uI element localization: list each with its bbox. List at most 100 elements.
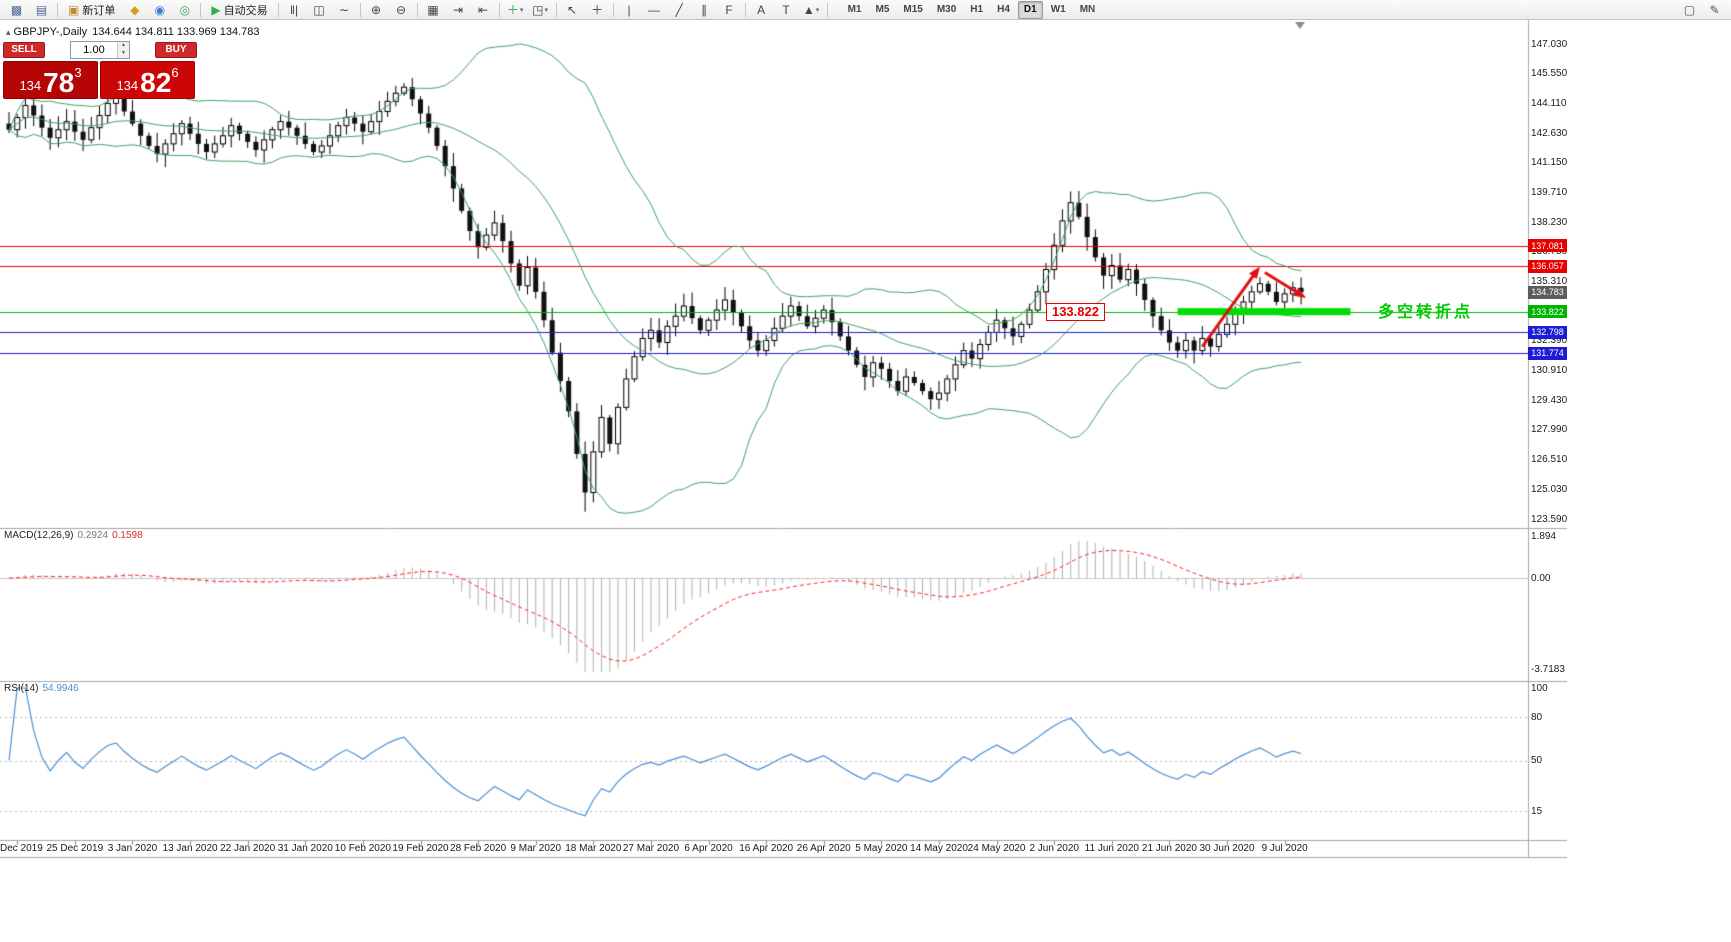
- timeframe-button-m5[interactable]: M5: [875, 4, 890, 15]
- buy-price-box[interactable]: 134 82 6: [100, 61, 195, 99]
- auto-trading-button[interactable]: ▶ 自动交易: [205, 0, 273, 19]
- community-icon[interactable]: ◉: [148, 0, 171, 19]
- line-chart-icon: ∼: [339, 2, 350, 17]
- crosshair-icon: ＋: [591, 2, 604, 17]
- timeframe-button-m15[interactable]: M15: [903, 4, 923, 15]
- toolbar-separator: [57, 2, 58, 17]
- profiles-icon: ▤: [35, 2, 48, 17]
- chart-title: ▴ GBPJPY-,Daily 134.644 134.811 133.969 13…: [6, 26, 260, 38]
- trendline-icon[interactable]: ╱: [668, 0, 691, 19]
- text-icon: A: [757, 2, 766, 17]
- volume-up-icon[interactable]: ▲: [118, 41, 129, 50]
- indicators-icon[interactable]: ＋ ▾: [504, 0, 527, 19]
- indicators-icon: ＋: [506, 2, 519, 17]
- edit-cursor-icon[interactable]: ✎: [1703, 0, 1726, 19]
- macd-name: MACD(12,26,9): [4, 530, 74, 541]
- toolbar-separator: [416, 2, 418, 17]
- cursor-icon[interactable]: ↖: [561, 0, 584, 19]
- sell-button[interactable]: SELL: [3, 41, 45, 58]
- sell-price-point: 3: [74, 65, 82, 80]
- price-callout-label: 133.822: [1045, 302, 1105, 321]
- tile-windows-icon[interactable]: ▦: [422, 0, 445, 19]
- objects-icon: ◳: [532, 2, 544, 17]
- dropdown-arrow-icon: ▾: [544, 6, 548, 14]
- candlestick-chart-icon[interactable]: ◫: [308, 0, 331, 19]
- auto-trading-icon: ▶: [211, 2, 221, 17]
- mql5-market-icon[interactable]: ◆: [123, 0, 146, 19]
- toolbar-separator: [359, 2, 361, 17]
- volume-spin-buttons: ▲ ▼: [117, 41, 129, 58]
- rsi-name: RSI(14): [4, 683, 39, 694]
- candlestick-chart-icon: ◫: [313, 2, 325, 17]
- tile-windows-icon: ▦: [427, 2, 439, 17]
- new-window-icon[interactable]: ▢: [1678, 0, 1701, 19]
- objects-icon[interactable]: ◳ ▾: [529, 0, 552, 19]
- macd-main-value: 0.2924: [77, 530, 109, 541]
- volume-input[interactable]: [71, 41, 117, 58]
- dropdown-arrow-icon: ▾: [815, 6, 820, 14]
- buy-price-big-figure: 134: [116, 78, 139, 93]
- chart-shift-icon[interactable]: ⇤: [472, 0, 495, 19]
- arrows-icon: ▲: [802, 2, 815, 17]
- edit-cursor-icon: ✎: [1709, 2, 1720, 17]
- timeframe-toolbar: M1 M5 M15 M30 H1 H4 D1 W1 MN: [841, 0, 1103, 19]
- buy-button[interactable]: BUY: [155, 41, 197, 58]
- new-chart-icon: ▩: [10, 2, 23, 17]
- timeframe-button-m1[interactable]: M1: [847, 4, 862, 15]
- chart-shift-icon: ⇤: [478, 2, 489, 17]
- buy-price-point: 6: [171, 65, 179, 80]
- crosshair-icon[interactable]: ＋: [586, 0, 609, 19]
- buy-price-pips: 82: [140, 67, 172, 99]
- timeframe-button-d1[interactable]: D1: [1017, 0, 1043, 19]
- profiles-icon[interactable]: ▤: [30, 0, 53, 19]
- virtual-hosting-icon: ◎: [179, 2, 191, 17]
- new-order-button[interactable]: ▣ 新订单: [62, 0, 121, 19]
- vertical-line-icon[interactable]: |: [618, 0, 641, 19]
- community-icon: ◉: [154, 2, 166, 17]
- text-icon[interactable]: A: [750, 0, 773, 19]
- new-chart-icon[interactable]: ▩: [5, 0, 28, 19]
- new-order-button-label: 新订单: [82, 4, 116, 17]
- line-chart-icon[interactable]: ∼: [333, 0, 356, 19]
- sell-price-pips: 78: [43, 67, 75, 99]
- horizontal-line-icon: —: [648, 2, 661, 17]
- rsi-value: 54.9946: [42, 683, 79, 694]
- vertical-line-icon: |: [627, 2, 631, 17]
- dropdown-arrow-icon: ▾: [519, 6, 524, 14]
- toolbar-separator: [200, 2, 202, 17]
- toolbar-right-icons: ▢ ✎: [1677, 0, 1727, 19]
- bar-chart-icon: ‖|: [290, 2, 299, 17]
- macd-signal-value: 0.1598: [112, 530, 143, 541]
- trade-panel-prices: 134 78 3 134 82 6: [3, 61, 197, 99]
- zoom-in-icon[interactable]: ⊕: [365, 0, 388, 19]
- bar-chart-icon[interactable]: ‖|: [283, 0, 306, 19]
- chart-ohlc-values: 134.644 134.811 133.969 134.783: [92, 26, 260, 38]
- timeframe-button-m30[interactable]: M30: [936, 4, 957, 15]
- sell-price-box[interactable]: 134 78 3: [3, 61, 98, 99]
- virtual-hosting-icon[interactable]: ◎: [173, 0, 196, 19]
- auto-trading-button-label: 自动交易: [223, 4, 268, 17]
- arrows-icon[interactable]: ▲ ▾: [800, 0, 823, 19]
- timeframe-button-h1[interactable]: H1: [970, 4, 984, 15]
- one-click-trading-panel: SELL ▲ ▼ BUY 134 78 3 134 82 6: [3, 40, 197, 99]
- mql5-market-icon: ◆: [130, 2, 140, 17]
- timeframe-button-w1[interactable]: W1: [1050, 4, 1066, 15]
- rsi-indicator-label: RSI(14) 54.9946: [4, 683, 79, 694]
- timeframe-button-mn[interactable]: MN: [1079, 4, 1096, 15]
- chart-symbol-period: GBPJPY-,Daily: [13, 26, 88, 38]
- main-toolbar: ▩ ▤ ▣ 新订单 ◆ ◉ ◎ ▶ 自动交易 ‖| ◫ ∼ ⊕ ⊖ ▦ ⇥ ⇤ ＋ ▾ ◳ ▾ ↖ ＋ | — ╱ ∥ F A T ▲ ▾ M…: [0, 0, 1731, 20]
- macd-indicator-label: MACD(12,26,9) 0.2924 0.1598: [4, 530, 143, 541]
- auto-scroll-icon[interactable]: ⇥: [447, 0, 470, 19]
- zoom-out-icon[interactable]: ⊖: [390, 0, 413, 19]
- horizontal-line-icon[interactable]: —: [643, 0, 666, 19]
- timeframe-button-h4[interactable]: H4: [997, 4, 1010, 15]
- volume-stepper[interactable]: ▲ ▼: [70, 40, 130, 59]
- label-icon[interactable]: T: [775, 0, 798, 19]
- volume-down-icon[interactable]: ▼: [118, 49, 129, 58]
- turning-point-label: 多空转折点: [1378, 304, 1474, 321]
- toolbar-separator: [612, 2, 614, 17]
- trendline-icon: ╱: [675, 2, 683, 17]
- fibonacci-icon[interactable]: F: [718, 0, 741, 19]
- channel-icon[interactable]: ∥: [693, 0, 716, 19]
